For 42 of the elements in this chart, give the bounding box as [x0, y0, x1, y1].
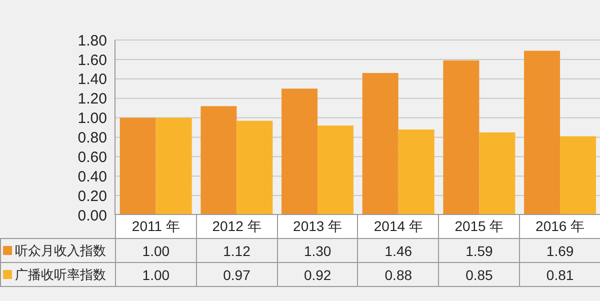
data-label: 1.69: [520, 238, 600, 262]
data-label: 1.46: [358, 238, 439, 262]
bar: [200, 106, 237, 215]
data-label: 1.12: [196, 238, 278, 262]
y-tick-label: 1.40: [78, 71, 107, 88]
bar: [443, 60, 480, 215]
x-tick-label: 2016 年: [520, 214, 600, 238]
y-tick-label: 1.00: [78, 110, 107, 128]
y-tick-label: 0.40: [78, 168, 107, 186]
x-tick-label: 2011 年: [116, 214, 196, 238]
bar: [479, 132, 516, 215]
y-tick-label: 1.20: [78, 90, 107, 108]
y-tick-label: 0.00: [78, 207, 107, 224]
data-label: 0.81: [520, 262, 600, 286]
bar: [560, 136, 596, 215]
data-label: 0.97: [196, 262, 278, 286]
bar: [362, 73, 398, 215]
x-tick-label: 2013 年: [277, 214, 358, 238]
data-label: 1.00: [116, 238, 196, 262]
data-label: 1.00: [116, 262, 196, 286]
data-label: 0.88: [358, 262, 439, 286]
bar: [282, 88, 318, 215]
bar: [156, 118, 192, 215]
x-tick-label: 2014 年: [358, 214, 439, 238]
bar: [318, 126, 354, 215]
y-tick-label: 0.60: [78, 148, 107, 166]
data-label: 1.30: [277, 238, 358, 262]
bar: [398, 129, 434, 215]
bar: [236, 120, 273, 215]
x-tick-label: 2012 年: [196, 214, 278, 238]
legend-label: 广播收听率指数: [0, 262, 116, 286]
bar: [524, 50, 560, 215]
y-tick-label: 1.80: [78, 32, 107, 50]
data-label: 0.92: [277, 262, 358, 286]
bar: [120, 118, 156, 215]
y-tick-label: 0.20: [78, 188, 107, 205]
data-label: 0.85: [438, 262, 520, 286]
y-tick-label: 1.60: [78, 52, 107, 69]
y-tick-label: 0.80: [78, 130, 107, 147]
legend-label: 听众月收入指数: [0, 238, 116, 262]
data-label: 1.59: [438, 238, 520, 262]
x-tick-label: 2015 年: [438, 214, 520, 238]
